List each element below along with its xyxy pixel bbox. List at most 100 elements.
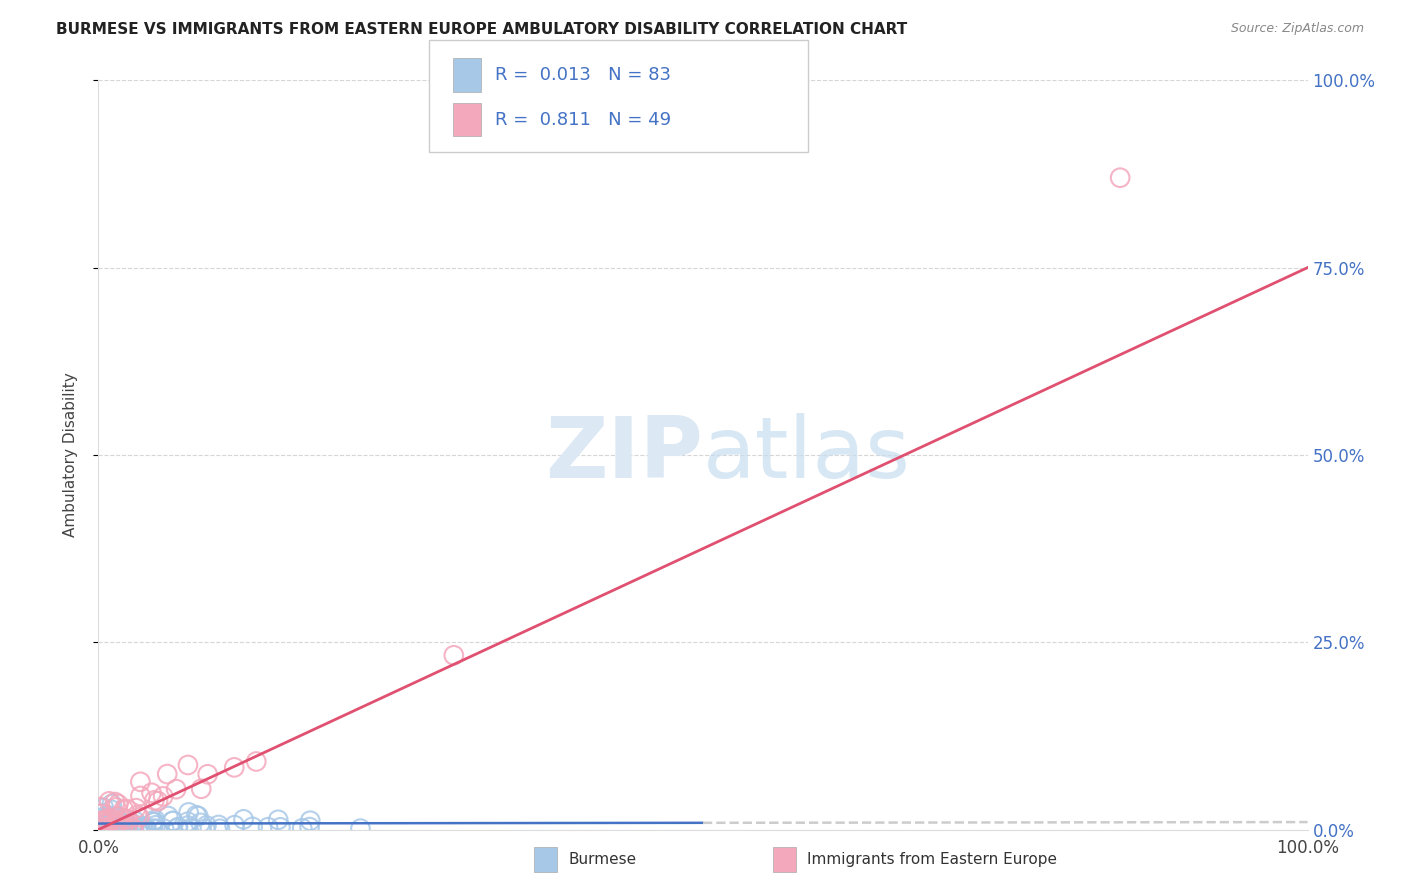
- Point: [93, 801, 115, 815]
- Point: [97, 809, 120, 823]
- Point: [146, 822, 169, 836]
- Text: atlas: atlas: [703, 413, 911, 497]
- Point: [142, 822, 165, 836]
- Point: [194, 822, 217, 836]
- Point: [90, 819, 112, 833]
- Point: [208, 822, 231, 836]
- Point: [349, 822, 371, 836]
- Point: [96, 813, 118, 827]
- Text: R =  0.811   N = 49: R = 0.811 N = 49: [495, 111, 671, 128]
- Point: [91, 814, 114, 828]
- Point: [443, 648, 465, 663]
- Point: [208, 818, 231, 832]
- Point: [91, 819, 114, 833]
- Point: [117, 821, 139, 835]
- Point: [90, 822, 112, 836]
- Text: Immigrants from Eastern Europe: Immigrants from Eastern Europe: [807, 853, 1057, 867]
- Y-axis label: Ambulatory Disability: Ambulatory Disability: [63, 373, 77, 537]
- Text: ZIP: ZIP: [546, 413, 703, 497]
- Point: [97, 820, 120, 834]
- Point: [162, 814, 184, 828]
- Point: [100, 822, 122, 836]
- Point: [90, 820, 112, 834]
- Point: [115, 802, 138, 816]
- Point: [89, 800, 111, 814]
- Point: [257, 820, 280, 834]
- Point: [143, 813, 166, 827]
- Point: [152, 789, 174, 804]
- Point: [145, 818, 167, 832]
- Point: [111, 818, 134, 832]
- Point: [157, 809, 180, 823]
- Point: [101, 822, 124, 836]
- Point: [108, 820, 131, 834]
- Point: [176, 814, 198, 829]
- Point: [90, 821, 112, 835]
- Point: [128, 821, 150, 835]
- Point: [166, 821, 188, 835]
- Point: [114, 812, 136, 826]
- Point: [153, 822, 176, 836]
- Point: [91, 810, 114, 824]
- Point: [141, 786, 163, 800]
- Point: [100, 813, 122, 827]
- Point: [105, 811, 128, 825]
- Point: [190, 816, 212, 830]
- Point: [89, 822, 111, 836]
- Point: [128, 810, 150, 824]
- Point: [94, 822, 117, 836]
- Point: [89, 817, 111, 831]
- Point: [90, 806, 112, 821]
- Point: [115, 822, 138, 836]
- Text: Source: ZipAtlas.com: Source: ZipAtlas.com: [1230, 22, 1364, 36]
- Point: [101, 797, 124, 811]
- Point: [111, 812, 134, 826]
- Point: [91, 820, 114, 834]
- Point: [93, 813, 115, 827]
- Point: [197, 767, 219, 781]
- Point: [110, 818, 132, 832]
- Point: [195, 818, 218, 832]
- Point: [162, 814, 184, 828]
- Point: [190, 781, 212, 796]
- Point: [132, 819, 155, 833]
- Point: [108, 821, 131, 835]
- Point: [167, 820, 190, 834]
- Point: [114, 817, 136, 831]
- Point: [97, 821, 120, 835]
- Point: [224, 818, 246, 832]
- Point: [96, 822, 118, 836]
- Point: [111, 822, 134, 836]
- Text: BURMESE VS IMMIGRANTS FROM EASTERN EUROPE AMBULATORY DISABILITY CORRELATION CHAR: BURMESE VS IMMIGRANTS FROM EASTERN EUROP…: [56, 22, 907, 37]
- Point: [90, 814, 112, 829]
- Point: [299, 814, 322, 828]
- Point: [177, 758, 200, 772]
- Point: [135, 821, 157, 835]
- Point: [101, 818, 124, 832]
- Point: [100, 822, 122, 836]
- Point: [180, 821, 202, 835]
- Point: [142, 814, 165, 829]
- Point: [177, 818, 200, 832]
- Point: [124, 814, 146, 829]
- Point: [112, 803, 135, 817]
- Point: [89, 821, 111, 835]
- Point: [122, 820, 145, 834]
- Point: [91, 821, 114, 835]
- Point: [107, 821, 129, 835]
- Point: [146, 794, 169, 808]
- Point: [104, 800, 127, 814]
- Point: [114, 816, 136, 830]
- Point: [142, 815, 165, 830]
- Point: [115, 822, 138, 836]
- Point: [269, 820, 291, 834]
- Point: [96, 808, 118, 822]
- Point: [90, 806, 112, 821]
- Point: [110, 822, 132, 836]
- Point: [121, 822, 143, 836]
- Point: [107, 818, 129, 832]
- Point: [291, 822, 314, 836]
- Point: [242, 820, 264, 834]
- Point: [100, 803, 122, 817]
- Point: [1109, 170, 1132, 185]
